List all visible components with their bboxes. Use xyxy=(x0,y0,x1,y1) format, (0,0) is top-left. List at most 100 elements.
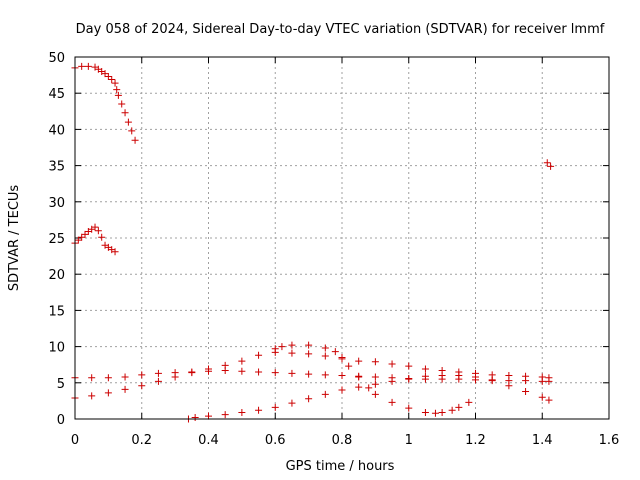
data-point xyxy=(438,408,446,416)
data-point xyxy=(238,367,246,375)
y-tick-label: 25 xyxy=(48,232,65,247)
data-point xyxy=(547,162,555,170)
data-point xyxy=(431,409,439,417)
data-point xyxy=(305,350,313,358)
data-point xyxy=(154,369,162,377)
data-point xyxy=(74,236,82,244)
data-point xyxy=(104,374,112,382)
data-point xyxy=(355,373,363,381)
data-point xyxy=(138,382,146,390)
data-point xyxy=(331,348,339,356)
point-layer xyxy=(71,62,555,423)
data-point xyxy=(154,377,162,385)
data-point xyxy=(111,248,119,256)
data-point xyxy=(121,385,129,393)
data-point xyxy=(538,373,546,381)
x-axis-label: GPS time / hours xyxy=(286,459,395,474)
data-point xyxy=(238,357,246,365)
data-point xyxy=(545,396,553,404)
data-point xyxy=(455,403,463,411)
data-point xyxy=(355,357,363,365)
data-point xyxy=(421,365,429,373)
data-point xyxy=(128,127,136,135)
data-point xyxy=(288,349,296,357)
data-point xyxy=(305,395,313,403)
y-tick-label: 20 xyxy=(48,268,65,283)
y-tick-label: 5 xyxy=(57,377,65,392)
data-point xyxy=(421,408,429,416)
series-track-mid-early xyxy=(71,223,119,256)
y-tick-label: 45 xyxy=(48,87,65,102)
data-point xyxy=(114,91,122,99)
data-point xyxy=(205,365,212,373)
data-point xyxy=(505,372,513,380)
data-point xyxy=(108,75,116,83)
series-track-rising xyxy=(184,372,553,423)
y-tick-label: 40 xyxy=(48,123,65,138)
data-point xyxy=(448,406,456,414)
data-point xyxy=(271,348,279,356)
data-point xyxy=(543,159,551,167)
data-point xyxy=(255,368,263,376)
data-point xyxy=(94,227,102,235)
data-point xyxy=(465,398,473,406)
data-point xyxy=(205,412,212,420)
data-point xyxy=(305,341,313,349)
data-point xyxy=(388,398,396,406)
data-point xyxy=(288,341,296,349)
data-point xyxy=(191,414,199,422)
y-tick-label: 10 xyxy=(48,341,65,356)
chart-title: Day 058 of 2024, Sidereal Day-to-day VTE… xyxy=(76,22,605,37)
data-point xyxy=(371,358,379,366)
data-point xyxy=(338,386,346,394)
x-tick-label: 0.2 xyxy=(131,433,152,448)
y-tick-label: 35 xyxy=(48,160,65,175)
data-point xyxy=(305,370,313,378)
data-point xyxy=(88,374,96,382)
x-tick-label: 0 xyxy=(71,433,79,448)
data-point xyxy=(238,408,246,416)
x-tick-label: 0.6 xyxy=(265,433,286,448)
data-point xyxy=(355,383,363,391)
y-tick-label: 15 xyxy=(48,304,65,319)
data-point xyxy=(421,372,429,380)
data-point xyxy=(338,372,346,380)
y-tick-label: 0 xyxy=(57,413,65,428)
data-point xyxy=(104,389,112,397)
data-point xyxy=(321,390,329,398)
data-point xyxy=(522,387,530,395)
tick-layer: 0 0.2 0.4 0.6 0.8 1 1.2 1.4 1.6 0 5 10 15 20 25 30 35 40 4… xyxy=(48,51,619,448)
series-track-late xyxy=(543,159,555,170)
data-point xyxy=(98,233,106,241)
data-point xyxy=(113,86,121,94)
data-point xyxy=(221,411,229,419)
data-point xyxy=(288,399,296,407)
data-point xyxy=(505,382,513,390)
data-point xyxy=(488,377,496,385)
data-point xyxy=(321,344,329,352)
data-point xyxy=(405,375,413,383)
x-tick-label: 1.6 xyxy=(599,433,620,448)
data-point xyxy=(278,343,286,351)
data-point xyxy=(405,362,413,370)
data-point xyxy=(124,118,132,126)
x-tick-label: 1 xyxy=(405,433,413,448)
x-tick-label: 0.8 xyxy=(332,433,353,448)
data-point xyxy=(438,372,446,380)
data-point xyxy=(171,373,179,381)
data-point xyxy=(255,406,263,414)
data-point xyxy=(91,223,99,231)
data-point xyxy=(271,403,279,411)
data-point xyxy=(321,352,329,360)
y-tick-label: 30 xyxy=(48,196,65,211)
data-point xyxy=(455,372,463,380)
data-point xyxy=(338,355,346,363)
data-point xyxy=(371,390,379,398)
data-point xyxy=(78,233,86,241)
data-point xyxy=(538,393,546,401)
data-point xyxy=(405,404,413,412)
data-point xyxy=(472,373,479,381)
series-track-broad xyxy=(271,348,553,382)
data-point xyxy=(84,62,92,70)
